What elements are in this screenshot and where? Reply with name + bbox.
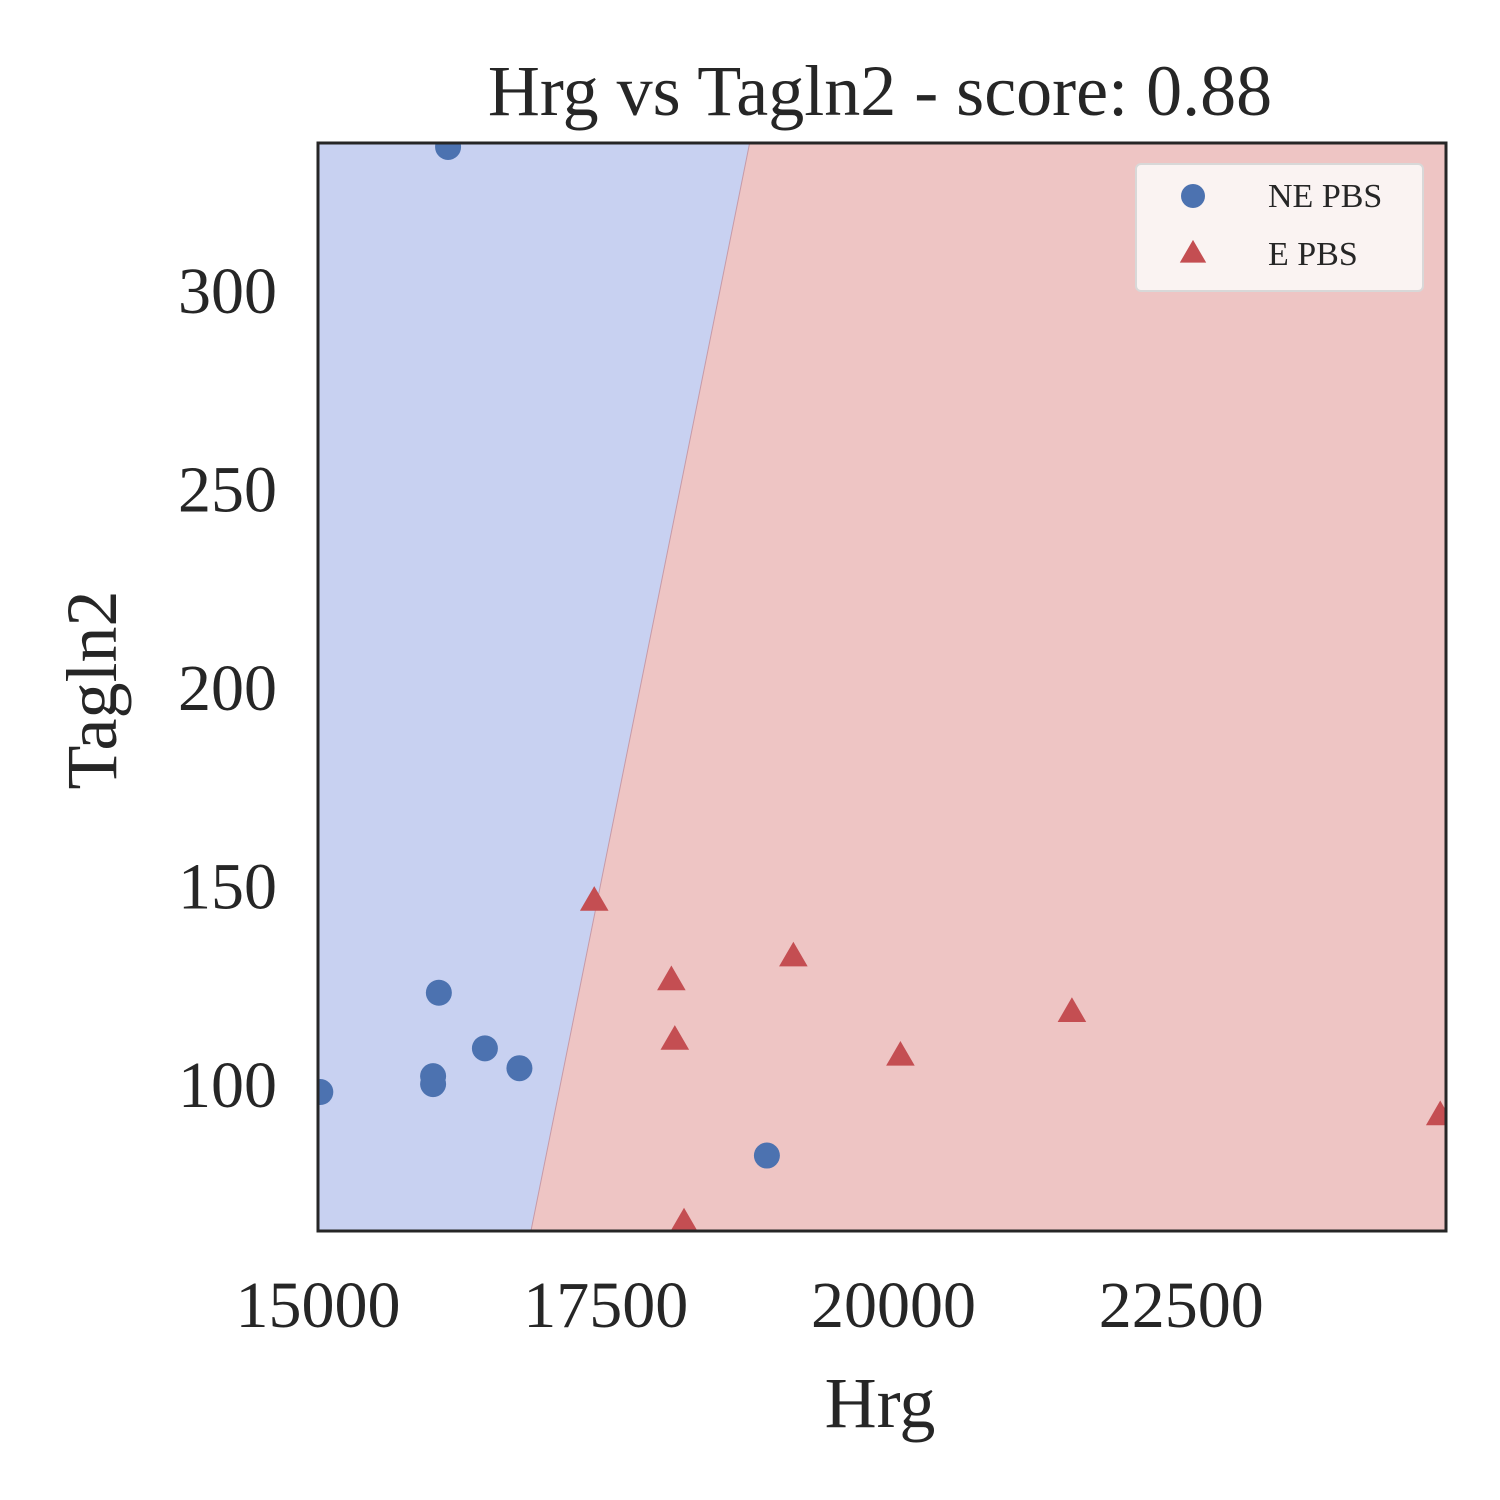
- y-axis-label: Tagln2: [52, 591, 132, 790]
- data-point-e-pbs: [1057, 997, 1087, 1022]
- data-point-ne-pbs: [425, 979, 452, 1006]
- data-point-e-pbs: [579, 886, 609, 911]
- x-tick-label: 20000: [811, 1269, 976, 1342]
- data-point-ne-pbs: [435, 143, 462, 160]
- data-point-e-pbs: [657, 965, 686, 991]
- legend-marker-e-pbs: [1179, 239, 1207, 263]
- decision-regions: [318, 143, 1446, 1231]
- data-point-e-pbs: [670, 1207, 698, 1231]
- data-point-ne-pbs: [753, 1142, 780, 1169]
- x-tick-label: 17500: [523, 1269, 688, 1342]
- legend-label-ne-pbs: NE PBS: [1268, 178, 1382, 215]
- x-tick-label: 15000: [236, 1269, 401, 1342]
- legend-box: [1135, 163, 1424, 292]
- x-tick-label: 22500: [1099, 1269, 1264, 1342]
- data-point-e-pbs: [886, 1040, 915, 1066]
- data-point-ne-pbs: [506, 1055, 533, 1082]
- y-axis-ticks: 100 150 200 250 300: [178, 255, 277, 1122]
- y-tick-label: 200: [178, 652, 277, 725]
- data-point-e-pbs: [1425, 1100, 1446, 1126]
- data-point-ne-pbs: [318, 1079, 334, 1106]
- data-point-ne-pbs: [420, 1071, 447, 1098]
- data-point-e-pbs: [660, 1025, 690, 1050]
- decision-boundary: [530, 143, 751, 1231]
- y-tick-label: 250: [178, 453, 277, 526]
- chart-title: Hrg vs Tagln2 - score: 0.88: [488, 51, 1272, 131]
- legend-marker-ne-pbs: [1181, 184, 1205, 208]
- legend-label-e-pbs: E PBS: [1268, 236, 1358, 273]
- data-point-ne-pbs: [471, 1035, 498, 1062]
- y-tick-label: 100: [178, 1049, 277, 1122]
- region-e-pbs: [530, 143, 1446, 1231]
- x-axis-ticks: 15000 17500 20000 22500: [236, 1269, 1264, 1342]
- y-tick-label: 300: [178, 255, 277, 328]
- data-point-e-pbs: [779, 941, 808, 967]
- legend: NE PBS E PBS: [1135, 163, 1424, 292]
- x-axis-label: Hrg: [825, 1363, 936, 1443]
- region-ne-pbs: [318, 143, 750, 1231]
- y-tick-label: 150: [178, 851, 277, 924]
- plot-frame: [316, 141, 1448, 1233]
- data-points: [318, 143, 1446, 1231]
